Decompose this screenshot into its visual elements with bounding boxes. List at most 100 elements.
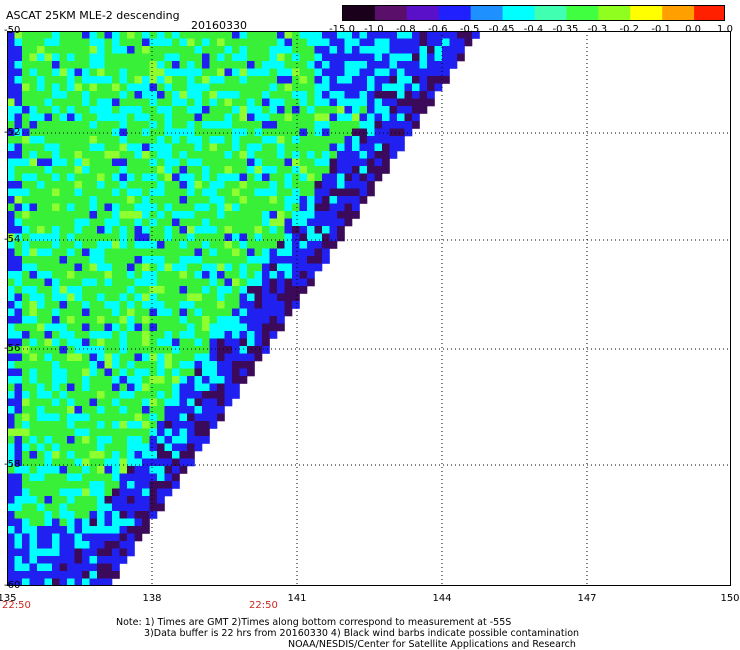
swath-cell (74, 323, 83, 332)
swath-cell (254, 38, 263, 47)
swath-cell (367, 173, 375, 182)
swath-cell (434, 61, 443, 69)
swath-cell (269, 316, 278, 324)
swath-cell (7, 421, 15, 429)
swath-cell (97, 436, 105, 444)
swath-cell (337, 113, 345, 122)
swath-cell (97, 503, 105, 512)
swath-cell (277, 286, 285, 294)
swath-cell (52, 263, 60, 272)
swath-cell (149, 218, 158, 227)
swath-cell (307, 188, 315, 197)
swath-cell (217, 383, 225, 392)
swath-cell (254, 226, 263, 234)
swath-cell (352, 121, 360, 129)
swath-cell (194, 436, 203, 444)
swath-cell (389, 31, 398, 39)
swath-cell (157, 278, 165, 287)
swath-cell (37, 113, 45, 122)
swath-cell (404, 83, 413, 92)
swath-cell (239, 166, 248, 174)
swath-cell (82, 316, 90, 324)
swath-cell (187, 233, 195, 242)
swath-cell (194, 308, 203, 317)
swath-cell (112, 496, 120, 504)
swath-cell (322, 68, 330, 77)
swath-cell (44, 316, 53, 324)
credit-line: NOAA/NESDIS/Center for Satellite Applica… (288, 639, 576, 650)
swath-cell (97, 526, 105, 534)
swath-cell (119, 376, 128, 384)
swath-cell (82, 571, 90, 579)
swath-cell (7, 203, 15, 212)
swath-cell (44, 203, 53, 212)
swath-cell (307, 46, 315, 54)
swath-cell (67, 53, 75, 62)
swath-cell (314, 166, 323, 174)
swath-cell (37, 428, 45, 437)
swath-cell (7, 368, 15, 377)
swath-cell (202, 368, 210, 377)
swath-cell (187, 353, 195, 362)
swath-cell (127, 316, 135, 324)
swath-cell (52, 83, 60, 92)
swath-cell (277, 53, 285, 62)
swath-cell (112, 533, 120, 542)
swath-cell (74, 451, 83, 459)
swath-cell (239, 121, 248, 129)
swath-cell (67, 301, 75, 309)
swath-cell (397, 98, 405, 107)
swath-cell (149, 128, 158, 137)
swath-cell (142, 458, 150, 467)
swath-cell (127, 271, 135, 279)
swath-cell (202, 91, 210, 99)
swath-cell (29, 31, 38, 39)
swath-cell (82, 271, 90, 279)
swath-cell (157, 68, 165, 77)
swath-cell (209, 241, 218, 249)
swath-cell (164, 308, 173, 317)
swath-cell (97, 113, 105, 122)
swath-cell (157, 293, 165, 302)
swath-cell (277, 151, 285, 159)
swath-cell (149, 368, 158, 377)
swath-cell (82, 353, 90, 362)
swath-cell (14, 211, 23, 219)
swath-cell (104, 98, 113, 107)
swath-cell (97, 271, 105, 279)
swath-cell (389, 53, 398, 62)
swath-cell (112, 556, 120, 564)
swath-cell (232, 158, 240, 167)
swath-cell (292, 293, 300, 302)
swath-cell (134, 98, 143, 107)
swath-cell (89, 53, 98, 62)
swath-cell (157, 398, 165, 407)
swath-cell (359, 158, 368, 167)
swath-cell (67, 128, 75, 137)
swath-cell (194, 406, 203, 414)
swath-cell (292, 211, 300, 219)
swath-cell (74, 458, 83, 467)
swath-cell (239, 316, 248, 324)
swath-cell (464, 31, 473, 39)
swath-cell (119, 181, 128, 189)
swath-cell (44, 458, 53, 467)
swath-cell (89, 338, 98, 347)
swath-cell (179, 301, 188, 309)
swath-cell (232, 301, 240, 309)
swath-cell (112, 323, 120, 332)
swath-cell (29, 271, 38, 279)
swath-cell (52, 256, 60, 264)
swath-cell (277, 241, 285, 249)
swath-cell (224, 383, 233, 392)
swath-cell (307, 278, 315, 287)
swath-cell (29, 346, 38, 354)
swath-cell (344, 128, 353, 137)
swath-cell (74, 571, 83, 579)
swath-cell (149, 511, 158, 519)
swath-cell (194, 368, 203, 377)
swath-cell (37, 526, 45, 534)
swath-cell (434, 83, 443, 92)
swath-cell (142, 488, 150, 497)
swath-cell (89, 91, 98, 99)
